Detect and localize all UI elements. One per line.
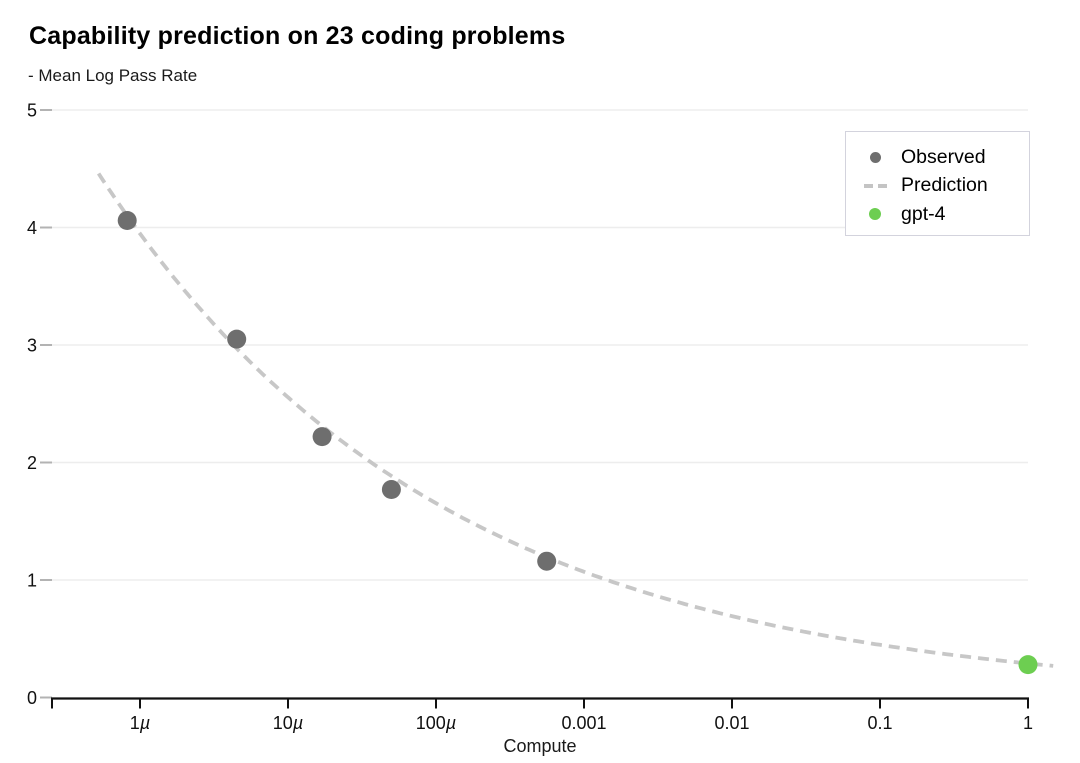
y-tick-label: 5: [27, 101, 37, 121]
legend-item-gpt4: gpt-4: [864, 200, 1029, 229]
legend: Observed Prediction gpt-4: [845, 131, 1030, 236]
observed-point: [537, 551, 557, 571]
y-tick-label: 2: [27, 453, 37, 473]
observed-point: [117, 211, 137, 230]
x-tick-label: 1: [1023, 713, 1033, 733]
x-tick-label: 10µ: [273, 713, 303, 733]
prediction-dash-icon: [863, 184, 887, 188]
legend-label-prediction: Prediction: [901, 174, 988, 197]
legend-item-prediction: Prediction: [863, 172, 1029, 201]
y-tick-label: 3: [27, 336, 37, 356]
legend-label-observed: Observed: [901, 145, 986, 168]
legend-label-gpt4: gpt-4: [901, 202, 946, 225]
x-tick-label: 100µ: [416, 713, 456, 733]
prediction-curve: [97, 172, 1054, 668]
x-tick-label: 1µ: [130, 713, 150, 733]
y-axis-title: - Mean Log Pass Rate: [28, 66, 198, 85]
x-tick-label: 0.001: [561, 713, 606, 733]
gpt4-dot-icon: [864, 208, 886, 221]
observed-point: [227, 329, 247, 349]
y-tick-label: 1: [27, 571, 37, 591]
y-tick-label: 0: [27, 688, 37, 708]
observed-point: [381, 480, 401, 499]
x-tick-label: 0.01: [714, 713, 749, 733]
x-tick-label: 0.1: [867, 713, 892, 733]
observed-dot-icon: [864, 151, 886, 163]
page-title: Capability prediction on 23 coding probl…: [29, 22, 566, 50]
observed-point: [312, 427, 332, 447]
gpt4-point: [1018, 655, 1038, 675]
legend-item-observed: Observed: [864, 143, 1029, 172]
y-tick-label: 4: [27, 218, 37, 238]
x-axis-title: Compute: [503, 736, 577, 756]
